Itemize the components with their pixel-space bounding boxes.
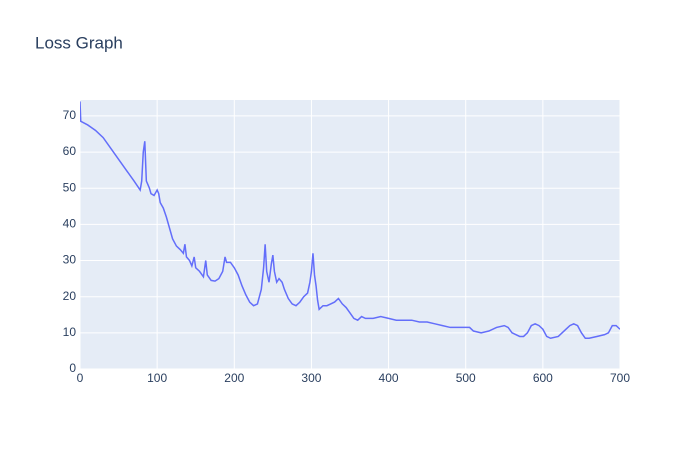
x-tick-label: 200 — [224, 371, 244, 385]
y-tick-label: 10 — [63, 325, 77, 339]
y-tick-label: 30 — [63, 253, 77, 267]
x-tick-label: 600 — [533, 371, 553, 385]
x-tick-label: 100 — [147, 371, 167, 385]
x-tick-label: 700 — [610, 371, 630, 385]
x-tick-label: 400 — [379, 371, 399, 385]
y-tick-label: 40 — [63, 217, 77, 231]
x-tick-label: 500 — [456, 371, 476, 385]
y-tick-label: 50 — [63, 180, 77, 194]
y-tick-label: 70 — [63, 108, 77, 122]
plot-area — [80, 100, 620, 369]
x-tick-label: 0 — [77, 371, 84, 385]
y-tick-label: 20 — [63, 289, 77, 303]
y-tick-label: 0 — [69, 361, 76, 375]
y-tick-label: 60 — [63, 144, 77, 158]
chart-title: Loss Graph — [35, 33, 123, 52]
data-line — [80, 101, 620, 340]
x-tick-label: 300 — [301, 371, 321, 385]
